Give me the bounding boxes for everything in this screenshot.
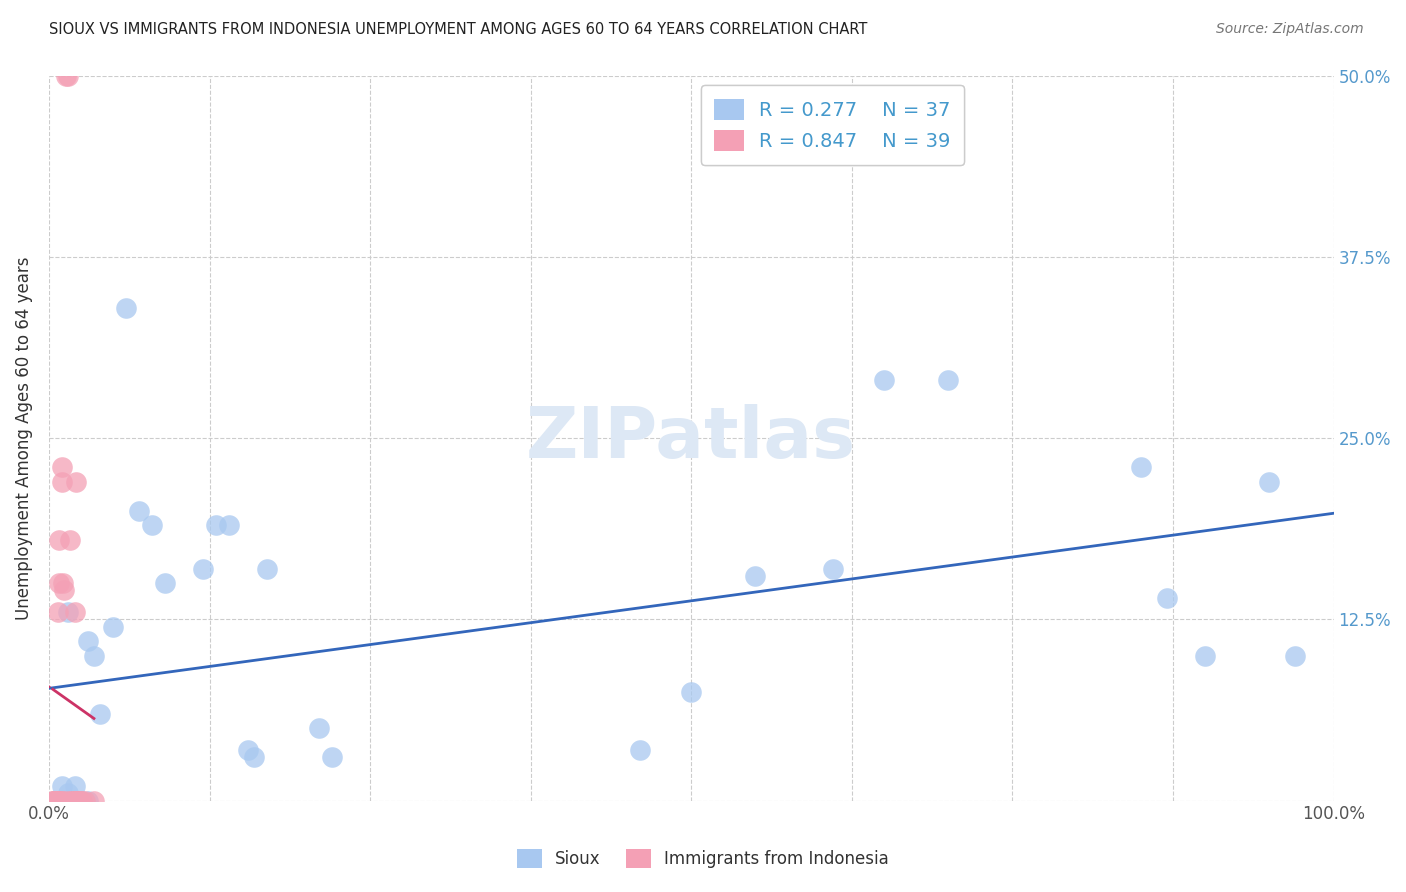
Point — [744, 569, 766, 583]
Point — [52, 576, 75, 591]
Point — [53, 583, 76, 598]
Legend: Sioux, Immigrants from Indonesia: Sioux, Immigrants from Indonesia — [510, 843, 896, 875]
Text: ZIPatlas: ZIPatlas — [526, 403, 856, 473]
Point — [628, 743, 651, 757]
Point — [70, 794, 93, 808]
Point — [70, 794, 93, 808]
Point — [63, 779, 86, 793]
Point — [58, 69, 80, 83]
Point — [51, 779, 73, 793]
Point — [51, 460, 73, 475]
Point — [66, 794, 89, 808]
Point — [308, 721, 330, 735]
Point — [128, 503, 150, 517]
Point — [65, 475, 87, 489]
Point — [42, 794, 65, 808]
Point — [191, 561, 214, 575]
Point — [51, 794, 73, 808]
Point — [63, 794, 86, 808]
Point — [873, 373, 896, 387]
Point — [44, 794, 66, 808]
Point — [256, 561, 278, 575]
Point — [76, 794, 98, 808]
Text: Source: ZipAtlas.com: Source: ZipAtlas.com — [1216, 22, 1364, 37]
Y-axis label: Unemployment Among Ages 60 to 64 years: Unemployment Among Ages 60 to 64 years — [15, 256, 32, 620]
Point — [236, 743, 259, 757]
Point — [63, 605, 86, 619]
Point — [48, 794, 70, 808]
Point — [141, 518, 163, 533]
Point — [58, 794, 80, 808]
Point — [46, 605, 69, 619]
Point — [45, 794, 67, 808]
Point — [45, 794, 67, 808]
Point — [70, 794, 93, 808]
Point — [83, 794, 105, 808]
Legend: R = 0.277    N = 37, R = 0.847    N = 39: R = 0.277 N = 37, R = 0.847 N = 39 — [700, 86, 965, 165]
Point — [1156, 591, 1178, 605]
Point — [89, 706, 111, 721]
Point — [153, 576, 176, 591]
Point — [53, 794, 76, 808]
Point — [72, 794, 94, 808]
Point — [59, 794, 82, 808]
Point — [243, 750, 266, 764]
Point — [103, 619, 125, 633]
Point — [1284, 648, 1306, 663]
Point — [1258, 475, 1281, 489]
Point — [44, 794, 66, 808]
Point — [1129, 460, 1152, 475]
Point — [218, 518, 240, 533]
Text: SIOUX VS IMMIGRANTS FROM INDONESIA UNEMPLOYMENT AMONG AGES 60 TO 64 YEARS CORREL: SIOUX VS IMMIGRANTS FROM INDONESIA UNEMP… — [49, 22, 868, 37]
Point — [83, 648, 105, 663]
Point — [58, 605, 80, 619]
Point — [48, 576, 70, 591]
Point — [42, 794, 65, 808]
Point — [58, 786, 80, 800]
Point — [51, 794, 73, 808]
Point — [115, 301, 138, 315]
Point — [58, 533, 80, 547]
Point — [51, 475, 73, 489]
Point — [42, 794, 65, 808]
Point — [1194, 648, 1216, 663]
Point — [69, 794, 91, 808]
Point — [49, 794, 72, 808]
Point — [76, 634, 98, 648]
Point — [63, 794, 86, 808]
Point — [681, 685, 703, 699]
Point — [63, 794, 86, 808]
Point — [48, 533, 70, 547]
Point — [55, 69, 77, 83]
Point — [205, 518, 228, 533]
Point — [44, 794, 66, 808]
Point — [321, 750, 343, 764]
Point — [936, 373, 959, 387]
Point — [60, 794, 83, 808]
Point — [73, 794, 96, 808]
Point — [63, 794, 86, 808]
Point — [821, 561, 844, 575]
Point — [46, 794, 69, 808]
Point — [66, 794, 89, 808]
Point — [42, 794, 65, 808]
Point — [44, 794, 66, 808]
